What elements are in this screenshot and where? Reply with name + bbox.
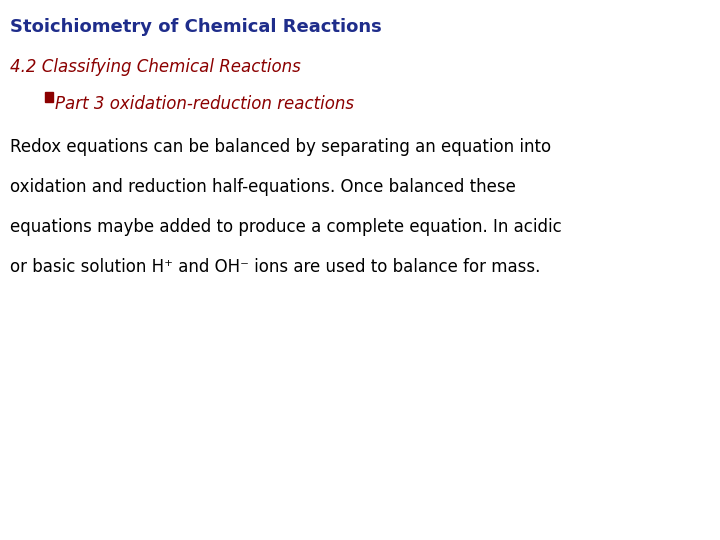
Text: Stoichiometry of Chemical Reactions: Stoichiometry of Chemical Reactions [10,18,382,36]
Text: 4.2 Classifying Chemical Reactions: 4.2 Classifying Chemical Reactions [10,58,301,76]
Text: equations maybe added to produce a complete equation. In acidic: equations maybe added to produce a compl… [10,218,562,236]
Text: or basic solution H⁺ and OH⁻ ions are used to balance for mass.: or basic solution H⁺ and OH⁻ ions are us… [10,258,541,276]
Text: Part 3 oxidation-reduction reactions: Part 3 oxidation-reduction reactions [55,95,354,113]
Bar [45,92,53,102]
Text: oxidation and reduction half-equations. Once balanced these: oxidation and reduction half-equations. … [10,178,516,196]
Text: Redox equations can be balanced by separating an equation into: Redox equations can be balanced by separ… [10,138,551,156]
